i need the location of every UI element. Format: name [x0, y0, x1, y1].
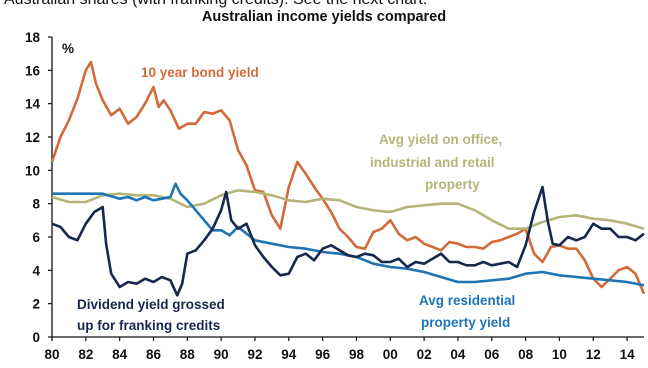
x-tick-label: 84 — [112, 347, 128, 362]
office-series-label-line-3: property — [425, 177, 480, 192]
x-tick-label: 10 — [552, 347, 567, 362]
office-series-line — [51, 189, 645, 230]
chart-annotations: % 10 year bond yield Avg yield on office… — [62, 41, 515, 333]
x-tick-label: 88 — [180, 347, 196, 362]
x-tick-label: 82 — [78, 347, 93, 362]
x-tick-label: 90 — [214, 347, 229, 362]
x-tick-label: 02 — [417, 347, 432, 362]
y-tick-label: 8 — [32, 197, 40, 212]
y-tick-label: 0 — [32, 330, 40, 345]
x-tick-label: 08 — [518, 347, 534, 362]
residential-series-line — [52, 182, 645, 287]
x-tick-label: 80 — [44, 347, 59, 362]
x-tick-label: 92 — [247, 347, 262, 362]
y-tick-label: 6 — [32, 230, 40, 245]
residential-series-label-line-1: Avg residential — [419, 293, 515, 308]
x-tick-label: 98 — [349, 347, 365, 362]
office-series-label-line-2: industrial and retail — [370, 155, 495, 170]
bond-series-line — [50, 60, 646, 295]
dividend-series-label-line-1: Dividend yield grossed — [77, 297, 225, 312]
x-tick-label: 04 — [450, 347, 466, 362]
y-tick-label: 18 — [25, 30, 41, 45]
y-tick-label: 16 — [25, 63, 41, 78]
y-tick-label: 4 — [32, 263, 40, 278]
y-tick-label: 12 — [25, 130, 40, 145]
y-tick-label: 14 — [25, 97, 41, 112]
x-tick-label: 94 — [281, 347, 297, 362]
residential-series-label-line-2: property yield — [421, 315, 510, 330]
page-caption-text: Australian shares (with franking credits… — [4, 0, 644, 9]
bond-series-label: 10 year bond yield — [141, 65, 259, 80]
dividend-series-line — [51, 185, 645, 297]
dividend-series-label-line-2: up for franking credits — [77, 318, 220, 333]
x-tick-label: 12 — [586, 347, 601, 362]
x-tick-label: 96 — [315, 347, 331, 362]
x-tick-label: 14 — [620, 347, 636, 362]
y-tick-label: 10 — [25, 163, 40, 178]
y-tick-label: 2 — [32, 297, 40, 312]
office-series-label-line-1: Avg yield on office, — [379, 132, 502, 147]
x-tick-label: 06 — [484, 347, 500, 362]
unit-label: % — [62, 41, 74, 56]
x-tick-label: 00 — [383, 347, 398, 362]
chart-title: Australian income yields compared — [201, 9, 447, 25]
chart-series-lines — [50, 60, 646, 297]
x-tick-label: 86 — [146, 347, 162, 362]
